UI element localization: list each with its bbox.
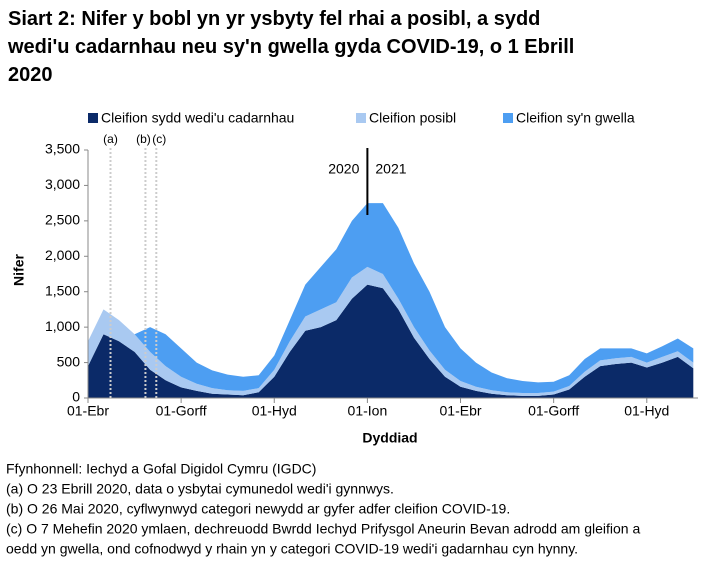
y-tick-label: 1,000 [45,318,80,334]
y-axis-label: Nifer [11,254,27,286]
legend-label: Cleifion sydd wedi'u cadarnhau [101,110,294,126]
legend-label: Cleifion posibl [369,110,456,126]
y-tick-label: 1,500 [45,282,80,298]
marker-label: (c) [152,132,166,146]
footnote: Ffynhonnell: Iechyd a Gofal Digidol Cymr… [6,461,316,477]
area [88,284,694,398]
year-label: 2020 [328,161,359,177]
x-tick-label: 01-Ebr [440,403,482,419]
x-tick-label: 01-Ebr [67,403,109,419]
x-tick-label: 01-Gorff [528,403,579,419]
marker-label: (b) [136,132,151,146]
legend-swatch [356,113,366,123]
y-tick-label: 2,500 [45,212,80,228]
x-tick-label: 01-Hyd [252,403,297,419]
footnote: (a) O 23 Ebrill 2020, data o ysbytai cym… [6,481,394,497]
legend-swatch [88,113,98,123]
y-tick-label: 500 [57,353,81,369]
footnote: (b) O 26 Mai 2020, cyflwynwyd categori n… [6,501,510,517]
x-axis-label: Dyddiad [362,430,417,446]
x-tick-label: 01-Gorff [156,403,207,419]
x-tick-label: 01-Hyd [624,403,669,419]
y-tick-label: 2,000 [45,247,80,263]
x-tick-label: 01-Ion [348,403,388,419]
footnote: oedd yn gwella, ond cofnodwyd y rhain yn… [6,541,578,557]
area [88,203,694,393]
y-tick-label: 0 [72,389,80,405]
legend-swatch [503,113,513,123]
area [88,266,694,396]
y-tick-label: 3,500 [45,141,80,157]
marker-label: (a) [103,132,118,146]
footnote: (c) O 7 Mehefin 2020 ymlaen, dechreuodd … [6,521,640,537]
year-label: 2021 [375,161,406,177]
legend-label: Cleifion sy'n gwella [516,110,635,126]
chart-title: Siart 2: Nifer y bobl yn yr ysbyty fel r… [7,8,574,86]
y-tick-label: 3,000 [45,176,80,192]
